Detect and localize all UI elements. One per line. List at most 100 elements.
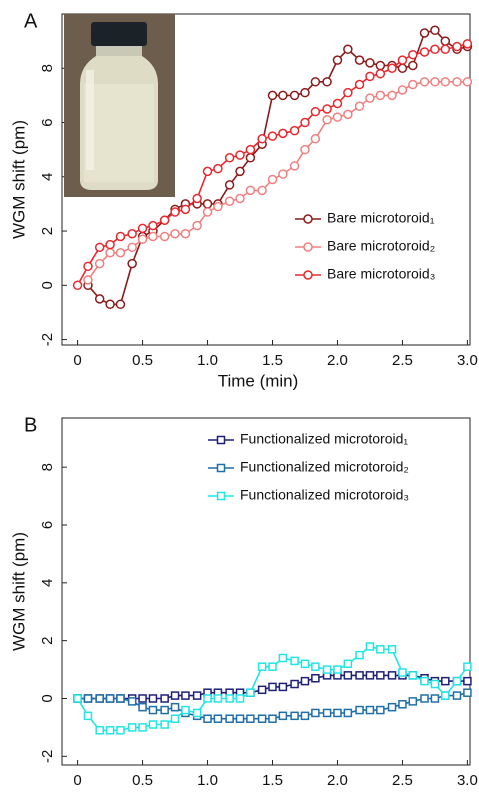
- x-tick-label: 3.0: [457, 352, 478, 369]
- marker: [160, 705, 169, 715]
- x-tick-label: 0.5: [132, 352, 153, 369]
- marker: [257, 134, 267, 144]
- marker: [83, 261, 93, 272]
- marker: [375, 90, 386, 101]
- marker: [257, 685, 267, 695]
- legend-label: Bare microtoroid₂: [327, 238, 435, 254]
- y-tick-label: 4: [39, 173, 56, 181]
- marker: [300, 117, 310, 128]
- marker: [115, 231, 126, 242]
- x-tick-label: 0: [73, 772, 81, 789]
- marker: [213, 714, 223, 723]
- marker: [290, 656, 299, 666]
- marker: [257, 662, 267, 671]
- marker: [72, 280, 83, 291]
- y-tick-label: -2: [39, 750, 56, 763]
- marker: [224, 153, 235, 163]
- marker: [278, 90, 288, 101]
- y-tick-label: 2: [39, 227, 56, 235]
- x-tick-label: 1.5: [262, 352, 283, 369]
- marker: [322, 77, 332, 87]
- x-tick-label: 0: [73, 352, 81, 369]
- x-tick-label: 1.0: [197, 352, 218, 369]
- marker: [138, 723, 147, 732]
- marker: [278, 711, 288, 721]
- marker: [300, 144, 310, 155]
- marker: [289, 90, 300, 101]
- marker: [245, 144, 256, 155]
- marker: [408, 671, 418, 680]
- marker: [376, 671, 385, 680]
- marker: [420, 676, 429, 686]
- marker: [246, 688, 255, 697]
- marker: [148, 220, 158, 231]
- marker: [127, 258, 137, 269]
- marker: [160, 694, 169, 703]
- marker: [268, 714, 277, 723]
- marker: [343, 109, 353, 120]
- marker: [398, 668, 407, 677]
- marker: [202, 166, 213, 177]
- marker: [332, 112, 343, 122]
- marker: [213, 694, 223, 703]
- marker: [430, 77, 440, 87]
- marker: [310, 77, 321, 87]
- y-axis-title: WGM shift (pm): [9, 120, 28, 239]
- marker: [235, 150, 245, 160]
- marker: [235, 714, 245, 723]
- y-tick-label: 6: [39, 118, 56, 126]
- marker: [268, 682, 277, 692]
- marker: [343, 87, 353, 98]
- marker: [419, 47, 430, 57]
- marker: [290, 711, 299, 721]
- marker: [203, 694, 212, 703]
- marker: [300, 659, 310, 669]
- marker: [235, 193, 245, 204]
- marker: [408, 49, 418, 60]
- marker: [127, 697, 137, 706]
- marker: [224, 180, 235, 190]
- marker: [343, 671, 353, 680]
- marker: [452, 676, 462, 686]
- marker: [192, 691, 202, 700]
- marker: [83, 694, 93, 703]
- marker: [180, 229, 191, 239]
- panel-label: B: [24, 414, 37, 436]
- marker: [170, 702, 180, 712]
- marker: [83, 711, 93, 721]
- inset-photo: [64, 14, 175, 197]
- y-tick-label: 0: [39, 694, 56, 702]
- marker: [430, 44, 440, 55]
- marker: [365, 71, 375, 82]
- marker: [408, 79, 418, 90]
- marker: [333, 665, 342, 674]
- marker: [225, 714, 234, 723]
- marker: [245, 153, 256, 163]
- marker: [105, 239, 115, 250]
- marker: [322, 104, 332, 114]
- legend-label: Functionalized microtoroid₁: [240, 431, 408, 447]
- marker: [181, 691, 190, 700]
- marker: [441, 676, 450, 686]
- marker: [213, 163, 223, 174]
- marker: [235, 694, 245, 703]
- marker: [419, 77, 430, 87]
- y-tick-label: 0: [39, 281, 56, 289]
- marker: [398, 700, 407, 709]
- marker: [365, 93, 375, 103]
- marker: [245, 185, 256, 196]
- marker: [311, 674, 320, 683]
- marker: [322, 665, 332, 674]
- marker: [213, 201, 223, 212]
- marker: [419, 28, 430, 38]
- marker: [267, 174, 278, 185]
- marker: [430, 679, 440, 689]
- marker: [408, 697, 418, 706]
- marker: [278, 682, 288, 692]
- marker: [452, 77, 462, 87]
- x-tick-label: 1.5: [262, 772, 283, 789]
- marker: [462, 77, 473, 87]
- marker: [127, 229, 137, 239]
